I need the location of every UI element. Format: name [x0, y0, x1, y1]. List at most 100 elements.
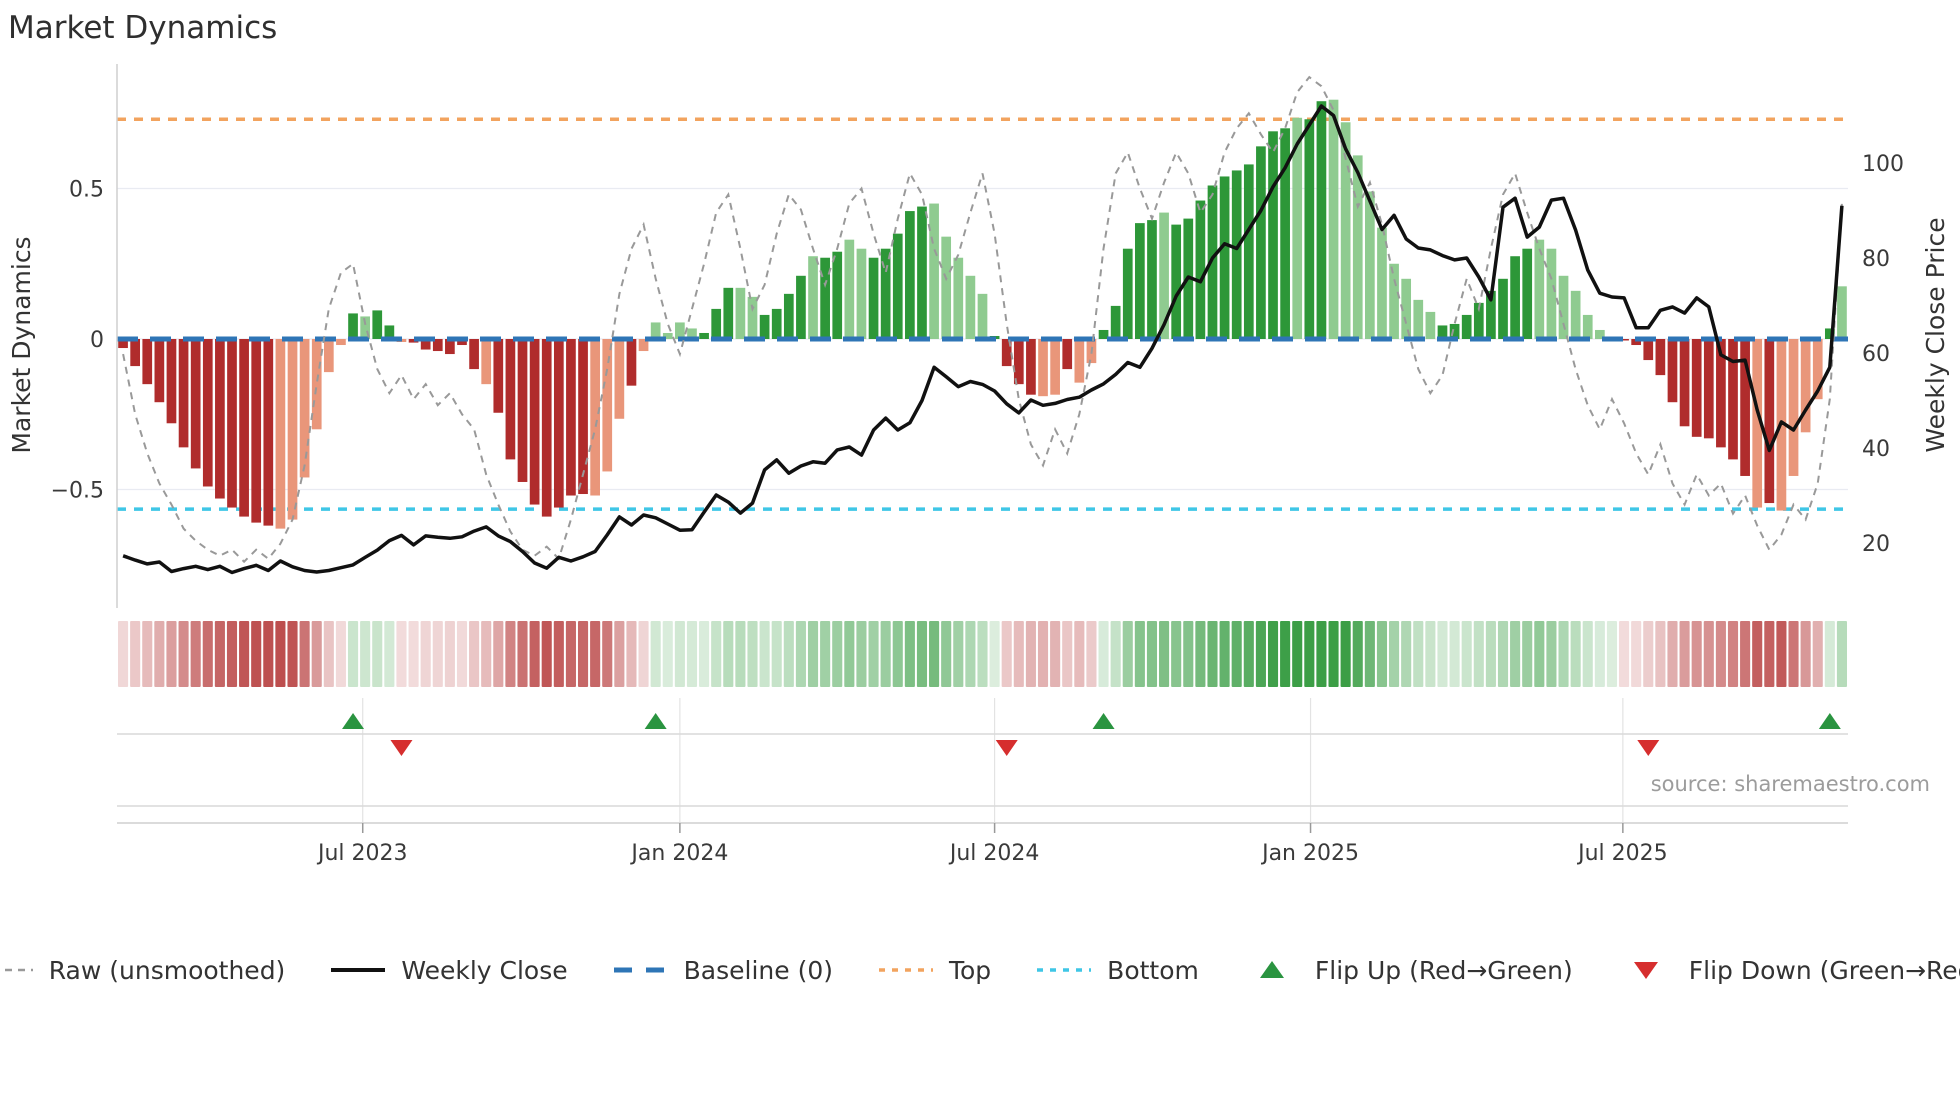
heat-cell: [1086, 621, 1097, 687]
oscillator-bar: [917, 206, 927, 339]
oscillator-bar: [868, 257, 879, 339]
oscillator-bar: [1050, 339, 1060, 395]
heat-cell: [1655, 621, 1666, 687]
heat-cell: [505, 621, 516, 687]
oscillator-bar: [892, 233, 903, 339]
oscillator-bar: [445, 339, 455, 355]
heat-cell: [541, 621, 552, 687]
flip-markers-layer: [117, 698, 1848, 822]
dashed-line-icon: [0, 968, 33, 972]
oscillator-bar: [1764, 339, 1775, 504]
oscillator-bar: [130, 339, 140, 367]
heat-cell: [226, 621, 238, 687]
heat-cell: [626, 621, 637, 687]
legend-item-label: Baseline (0): [683, 955, 833, 985]
oscillator-bar: [1679, 339, 1690, 427]
oscillator-bar: [1304, 119, 1315, 340]
heat-cell: [638, 621, 649, 687]
oscillator-bar: [1292, 117, 1303, 340]
y-tick-label-right: 60: [1862, 342, 1890, 367]
heat-cell: [1025, 621, 1036, 687]
oscillator-bar: [408, 339, 419, 343]
heat-cell: [335, 621, 346, 687]
oscillator-bar: [566, 339, 576, 496]
oscillator-bar: [154, 339, 165, 403]
oscillator-bar: [251, 339, 262, 523]
oscillator-bar: [1207, 185, 1218, 339]
oscillator-bar: [1365, 191, 1375, 339]
heat-cell: [1473, 621, 1484, 687]
oscillator-bar: [1171, 224, 1182, 339]
heat-cell: [263, 621, 274, 687]
oscillator-bar: [299, 339, 310, 478]
heat-cell: [214, 621, 225, 687]
oscillator-bar: [263, 339, 274, 526]
oscillator-bar: [929, 203, 939, 339]
heat-cell: [1243, 621, 1254, 687]
heat-cell: [1497, 621, 1509, 687]
heat-cell: [674, 621, 685, 687]
heat-cell: [1812, 621, 1823, 687]
oscillator-bar: [735, 287, 746, 339]
oscillator-bar: [1340, 122, 1351, 339]
heat-cell: [1679, 621, 1690, 687]
oscillator-bar: [1328, 99, 1339, 339]
oscillator-bar: [1643, 339, 1654, 361]
heat-cell: [1352, 621, 1363, 687]
oscillator-bar: [311, 339, 322, 430]
y-tick-label-left: −0.5: [51, 479, 104, 504]
heat-cell: [347, 621, 359, 687]
heat-cell: [517, 621, 528, 687]
oscillator-bar: [432, 339, 443, 352]
legend-item-label: Flip Up (Red→Green): [1314, 955, 1573, 985]
heat-cell: [1050, 621, 1061, 687]
oscillator-bar: [602, 339, 613, 472]
heat-cell: [856, 621, 867, 687]
oscillator-bar: [1752, 339, 1763, 508]
oscillator-bar: [1740, 339, 1750, 476]
legend-item: Weekly Close: [329, 955, 568, 985]
heat-cell: [1364, 621, 1375, 687]
oscillator-bar: [1812, 339, 1823, 400]
heat-cell: [953, 621, 964, 687]
heat-cell: [1171, 621, 1182, 687]
oscillator-bar: [215, 339, 225, 499]
heat-cell: [1425, 621, 1436, 687]
heat-cell: [590, 621, 601, 687]
heat-cell: [1146, 621, 1158, 687]
heat-cell: [444, 621, 455, 687]
heat-cell: [1389, 621, 1400, 687]
heat-cell: [493, 621, 504, 687]
oscillator-bar: [1377, 227, 1387, 339]
oscillator-bar: [1595, 329, 1605, 339]
oscillator-bar: [166, 339, 177, 424]
oscillator-bar: [590, 339, 600, 496]
heat-cell: [977, 621, 988, 687]
heat-cell: [735, 621, 746, 687]
triangle-up-icon: [1259, 961, 1284, 978]
heat-cell: [287, 621, 298, 687]
y-tick-label-right: 40: [1862, 437, 1890, 462]
heat-cell: [1667, 621, 1678, 687]
heat-cell: [1195, 621, 1206, 687]
heat-cell: [1703, 621, 1714, 687]
oscillator-bar: [1716, 339, 1726, 448]
oscillator-bar: [1546, 248, 1557, 339]
oscillator-bar: [1074, 339, 1085, 383]
heat-cell: [1413, 621, 1424, 687]
heat-cell: [832, 621, 843, 687]
oscillator-bar: [675, 322, 685, 339]
legend-item-label: Weekly Close: [401, 955, 568, 985]
oscillator-bar: [747, 296, 758, 339]
heat-cell: [650, 621, 661, 687]
oscillator-bar: [1534, 239, 1545, 339]
x-tick-label: Jan 2025: [1260, 841, 1359, 866]
heat-cell: [723, 621, 734, 687]
heat-cell: [989, 621, 1000, 687]
heat-cell: [1691, 621, 1702, 687]
heat-cell: [1764, 621, 1775, 687]
heat-cell: [602, 621, 613, 687]
heat-cell: [323, 621, 334, 687]
heat-cell: [1207, 621, 1218, 687]
oscillator-bar: [1110, 305, 1121, 339]
